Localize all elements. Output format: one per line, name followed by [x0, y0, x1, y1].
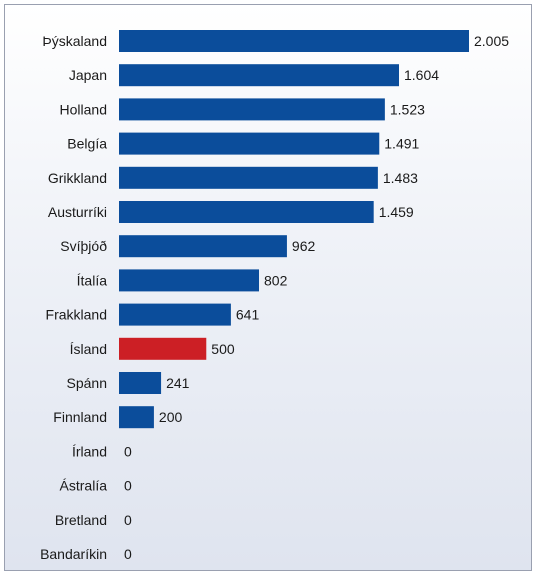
value-label: 241: [166, 375, 190, 391]
category-label: Bretland: [55, 512, 107, 528]
bar: [119, 98, 385, 121]
category-label: Ástralía: [60, 478, 108, 494]
category-label: Þýskaland: [42, 33, 107, 49]
bar: [119, 269, 259, 292]
category-label: Ísland: [70, 341, 107, 357]
value-label: 1.491: [384, 136, 419, 152]
category-label: Frakkland: [46, 307, 107, 323]
bar: [119, 166, 378, 189]
category-label: Grikkland: [48, 170, 107, 186]
value-label: 0: [124, 546, 132, 562]
bar: [119, 201, 374, 223]
value-label: 200: [159, 409, 183, 425]
category-label: Holland: [60, 101, 107, 117]
value-label: 1.604: [404, 67, 439, 83]
category-label: Írland: [72, 443, 107, 459]
value-label: 500: [211, 341, 235, 357]
category-label: Austurríki: [48, 204, 107, 220]
category-label: Belgía: [67, 136, 107, 152]
value-label: 0: [124, 512, 132, 528]
value-label: 1.483: [383, 170, 418, 186]
value-label: 2.005: [474, 33, 509, 49]
category-label: Bandaríkin: [40, 546, 107, 562]
bar: [119, 235, 287, 258]
bar: [119, 64, 399, 87]
bar: [119, 406, 154, 429]
category-label: Svíþjóð: [60, 238, 107, 254]
value-label: 1.523: [390, 101, 425, 117]
bar: [119, 303, 231, 326]
chart-frame: Þýskaland 2.005 Japan 1.604 Holland 1.523 Belg…: [4, 4, 532, 571]
category-label: Ítalía: [77, 272, 108, 288]
value-label: 802: [264, 272, 288, 288]
category-label: Spánn: [67, 375, 107, 391]
value-label: 641: [236, 307, 260, 323]
bar: [119, 337, 207, 360]
category-label: Finnland: [53, 409, 107, 425]
value-label: 1.459: [379, 204, 414, 220]
value-label: 0: [124, 478, 132, 494]
value-label: 962: [292, 238, 316, 254]
bar: [119, 132, 380, 155]
category-label: Japan: [69, 67, 107, 83]
value-label: 0: [124, 443, 132, 459]
bar: [119, 372, 162, 394]
bar-chart: Þýskaland 2.005 Japan 1.604 Holland 1.523 Belg…: [40, 30, 509, 562]
bar: [119, 30, 469, 52]
